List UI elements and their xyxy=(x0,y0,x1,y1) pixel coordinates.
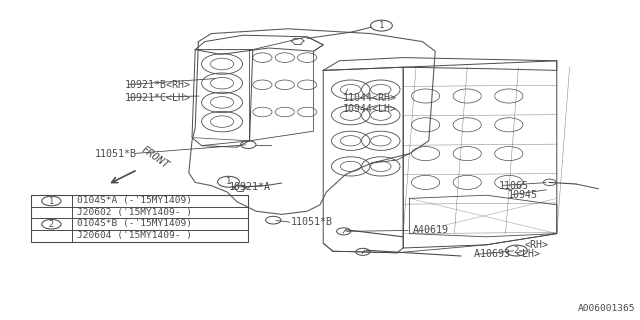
Bar xyxy=(31,195,248,242)
Text: 2: 2 xyxy=(514,246,519,255)
Text: 10921*B<RH>: 10921*B<RH> xyxy=(125,80,191,90)
Text: 10945: 10945 xyxy=(508,190,538,200)
Text: 0104S*B (-'15MY1409): 0104S*B (-'15MY1409) xyxy=(77,219,192,228)
Text: <RH>: <RH> xyxy=(525,240,548,250)
Text: 1: 1 xyxy=(49,196,54,205)
Text: 2: 2 xyxy=(49,220,54,229)
Text: 11044<RH>: 11044<RH> xyxy=(342,92,396,103)
Text: J20604 ('15MY1409- ): J20604 ('15MY1409- ) xyxy=(77,231,192,240)
Text: A40619: A40619 xyxy=(413,225,449,236)
Text: 11051*B: 11051*B xyxy=(95,148,137,159)
Text: 10944<LH>: 10944<LH> xyxy=(342,104,396,114)
Text: FRONT: FRONT xyxy=(140,144,171,170)
Text: J20602 ('15MY1409- ): J20602 ('15MY1409- ) xyxy=(77,208,192,217)
Text: A006001365: A006001365 xyxy=(577,304,635,313)
Text: 10921*C<LH>: 10921*C<LH> xyxy=(125,92,191,103)
Text: 1: 1 xyxy=(379,21,384,30)
Text: 0104S*A (-'15MY1409): 0104S*A (-'15MY1409) xyxy=(77,196,192,205)
Text: 1: 1 xyxy=(226,177,231,186)
Text: 11051*B: 11051*B xyxy=(291,217,333,228)
Text: 10921*A: 10921*A xyxy=(229,182,271,192)
Text: A10693 <LH>: A10693 <LH> xyxy=(474,249,540,260)
Text: 11065: 11065 xyxy=(499,180,529,191)
